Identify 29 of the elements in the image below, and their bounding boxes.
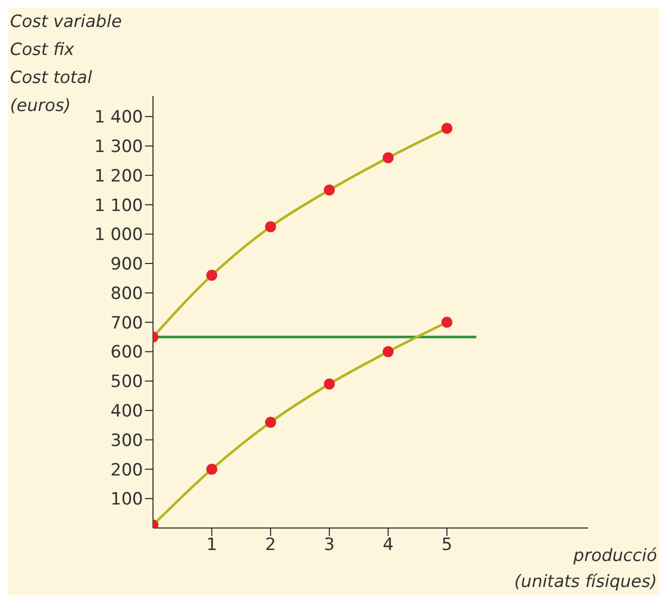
y-tick-label: 200: [110, 460, 143, 480]
point: [206, 270, 218, 281]
y-tick-label: 1 200: [94, 166, 143, 186]
y-tick-label: 800: [110, 284, 143, 304]
x-tick-label: 4: [382, 535, 394, 556]
point: [265, 416, 276, 428]
y-tick-label: 1 000: [94, 225, 143, 246]
y-tick-label: 1 100: [94, 196, 143, 216]
y-tick-label: 100: [110, 490, 143, 510]
y-tick-label: 500: [110, 372, 143, 392]
point: [324, 184, 335, 196]
y-tick-label: 700: [110, 313, 143, 334]
y-tick-label: 600: [110, 342, 143, 363]
x-tick-label: 1: [206, 535, 218, 556]
point: [382, 152, 394, 164]
point: [441, 122, 452, 134]
y-tick-label: 900: [110, 254, 143, 275]
x-tick-label: 2: [265, 535, 276, 556]
point: [382, 346, 394, 358]
y-tick-label: 400: [110, 401, 143, 422]
x-tick-label: 3: [324, 535, 335, 556]
point: [441, 316, 452, 328]
x-axis-title: producció (unitats físiques): [514, 545, 657, 594]
point: [324, 378, 335, 390]
point: [206, 464, 218, 475]
x-tick-label: 5: [442, 535, 452, 556]
y-tick-label: 300: [110, 430, 143, 451]
point: [265, 221, 276, 232]
y-tick-label: 1 300: [94, 136, 143, 157]
